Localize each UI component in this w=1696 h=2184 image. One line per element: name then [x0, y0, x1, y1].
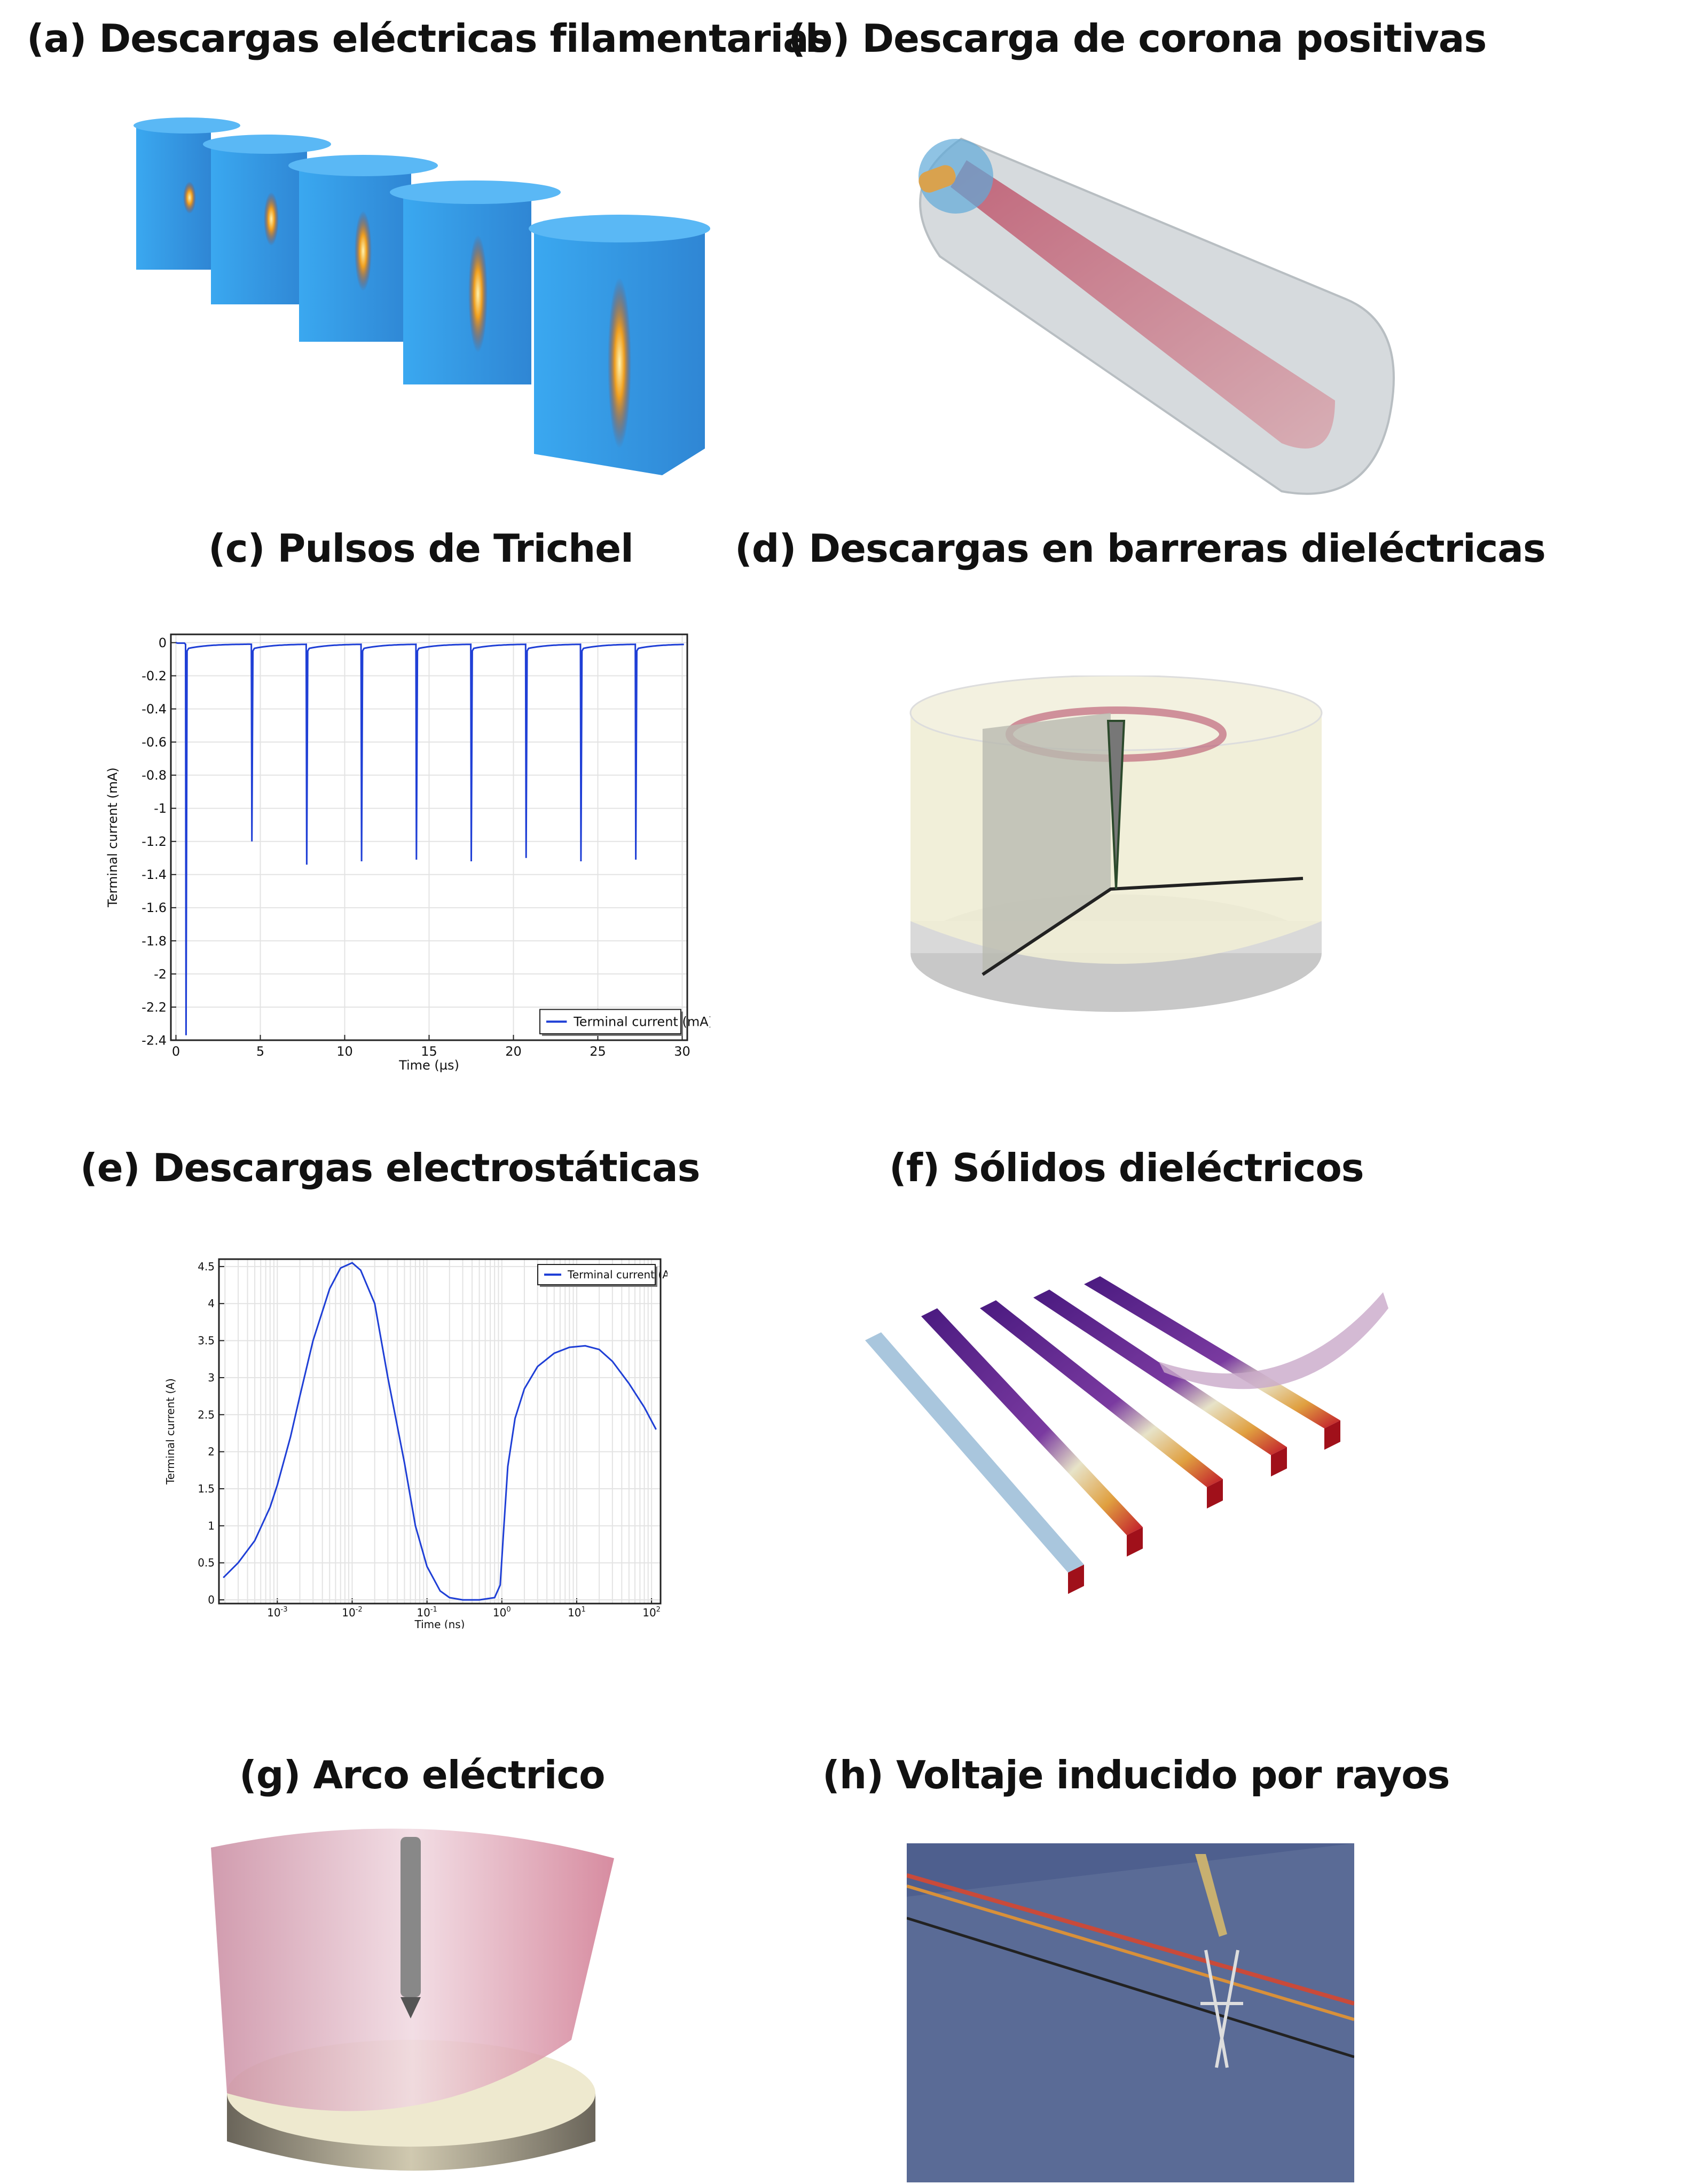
panel-g-title: (g) Arco eléctrico [239, 1753, 605, 1797]
plot-frame [219, 1259, 661, 1604]
panel-b-title: (b) Descarga de corona positivas [788, 16, 1486, 61]
y-tick-label: -1.8 [142, 933, 167, 948]
trichel-pulses-chart: 0 5 10 15 20 25 30 0 -0.2 -0.4 -0.6 -0.8 -1 -1.2 -1.4 -… [91, 619, 710, 1079]
panel-f-title: (f) Sólidos dieléctricos [889, 1145, 1364, 1190]
y-tick-label: -1 [154, 801, 167, 816]
y-axis-label: Terminal current (A) [164, 1378, 177, 1485]
lightning-induced-voltage-illustration [907, 1843, 1354, 2182]
y-tick-label: 4.5 [198, 1260, 215, 1273]
y-tick-label: -2.4 [142, 1033, 167, 1048]
series-line [176, 643, 684, 1035]
x-tick-label: 0 [172, 1044, 180, 1059]
panel-a-title: (a) Descargas eléctricas filamentarias [27, 16, 831, 61]
series-line [223, 1263, 656, 1600]
panel-d-title: (d) Descargas en barreras dieléctricas [735, 526, 1545, 571]
x-tick-label: 101 [568, 1606, 586, 1619]
x-tick-label: 25 [590, 1044, 606, 1059]
y-axis-label: Terminal current (mA) [105, 767, 120, 908]
y-tick-label: -0.4 [142, 702, 167, 717]
y-tick-label: 0 [208, 1593, 215, 1606]
legend-label: Terminal current (mA) [573, 1015, 710, 1030]
y-tick-label: 0.5 [198, 1557, 215, 1569]
x-tick-label: 5 [256, 1044, 264, 1059]
dielectric-solids-illustration [860, 1266, 1399, 1597]
x-tick-label: 30 [674, 1044, 690, 1059]
panel-h-title: (h) Voltaje inducido por rayos [822, 1753, 1450, 1797]
x-tick-label: 20 [505, 1044, 522, 1059]
x-tick-label: 100 [493, 1606, 511, 1619]
y-tick-label: -0.2 [142, 669, 167, 684]
y-tick-label: -2.2 [142, 1000, 167, 1015]
y-tick-label: -1.4 [142, 867, 167, 882]
panel-c-title: (c) Pulsos de Trichel [208, 526, 633, 571]
y-tick-label: 2 [208, 1445, 215, 1458]
slab-5 [529, 215, 710, 475]
y-tick-label: -1.6 [142, 900, 167, 915]
y-tick-label: -2 [154, 967, 167, 981]
y-tick-label: 4 [208, 1297, 215, 1310]
x-tick-label: 15 [421, 1044, 437, 1059]
filamentary-discharge-illustration [128, 112, 716, 481]
x-axis-label: Time (µs) [398, 1058, 459, 1073]
y-tick-label: -0.6 [142, 735, 167, 750]
y-tick-label: 0 [159, 635, 167, 650]
y-tick-label: 3.5 [198, 1334, 215, 1347]
y-tick-label: 2.5 [198, 1408, 215, 1421]
y-tick-label: -1.2 [142, 834, 167, 849]
x-tick-label: 10 [336, 1044, 353, 1059]
x-tick-label: 10-1 [417, 1606, 437, 1619]
electrostatic-discharge-chart: 10-3 10-2 10-1 100 101 102 0 0.5 1 1.5 2 2.5 3 3.5 4 4.… [160, 1244, 668, 1629]
y-tick-label: 3 [208, 1371, 215, 1384]
y-tick-label: -0.8 [142, 768, 167, 783]
x-tick-label: 102 [642, 1606, 661, 1619]
x-tick-label: 10-3 [267, 1606, 287, 1619]
y-tick-label: 1.5 [198, 1482, 215, 1495]
panel-e-title: (e) Descargas electrostáticas [80, 1145, 700, 1190]
y-tick-label: 1 [208, 1519, 215, 1532]
x-tick-label: 10-2 [342, 1606, 362, 1619]
x-axis-label: Time (ns) [414, 1618, 465, 1629]
legend-label: Terminal current (A) [567, 1268, 668, 1281]
dielectric-barrier-discharge-illustration [902, 675, 1330, 1017]
electric-arc-illustration [203, 1816, 630, 2184]
corona-discharge-illustration [908, 123, 1410, 507]
